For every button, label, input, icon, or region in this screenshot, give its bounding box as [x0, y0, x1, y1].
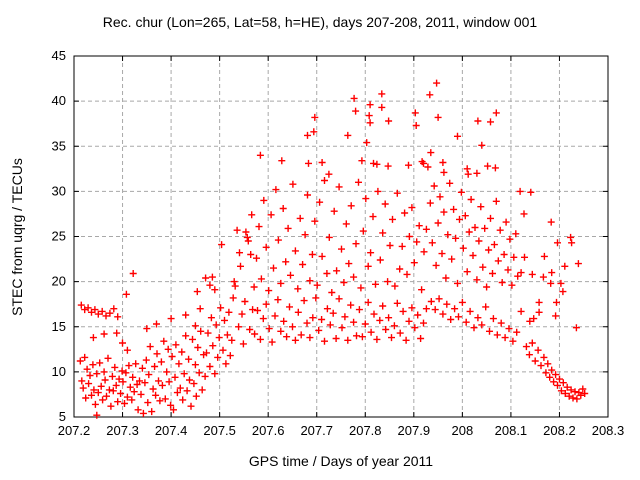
y-tick-label: 35	[52, 138, 66, 153]
x-tick-label: 207.5	[203, 423, 236, 438]
x-tick-label: 207.7	[300, 423, 333, 438]
x-tick-label: 207.6	[252, 423, 285, 438]
x-tick-label: 208.2	[543, 423, 576, 438]
y-tick-label: 20	[52, 274, 66, 289]
x-tick-label: 207.4	[155, 423, 188, 438]
x-axis-label: GPS time / Days of year 2011	[248, 453, 434, 469]
y-tick-label: 5	[59, 409, 66, 424]
x-tick-label: 207.2	[58, 423, 91, 438]
y-tick-label: 30	[52, 183, 66, 198]
x-tick-label: 208.3	[592, 423, 625, 438]
y-tick-label: 25	[52, 229, 66, 244]
x-tick-label: 208	[452, 423, 474, 438]
x-tick-label: 208.1	[495, 423, 528, 438]
y-axis-label: STEC from uqrg / TECUs	[9, 158, 25, 316]
data-points	[76, 79, 589, 419]
y-tick-label: 10	[52, 364, 66, 379]
chart-title: Rec. chur (Lon=265, Lat=58, h=HE), days …	[102, 14, 538, 30]
x-tick-label: 207.8	[349, 423, 382, 438]
y-tick-label: 45	[52, 48, 66, 63]
x-tick-label: 207.9	[398, 423, 431, 438]
y-tick-label: 15	[52, 319, 66, 334]
x-tick-label: 207.3	[106, 423, 139, 438]
y-tick-label: 40	[52, 93, 66, 108]
